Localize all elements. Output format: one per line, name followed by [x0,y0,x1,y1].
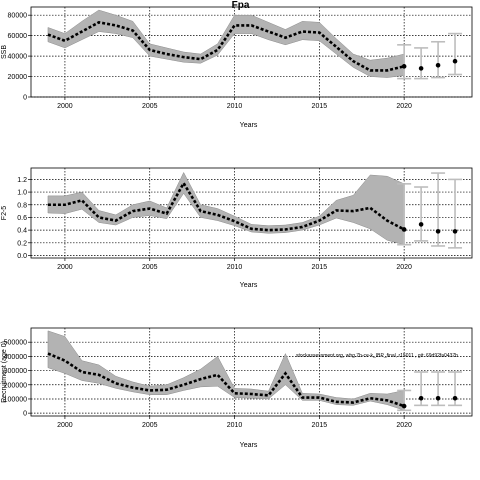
x-tick-label: 2015 [312,422,328,429]
projection-point [401,227,407,232]
x-tick-label: 2020 [396,422,412,429]
plot-frame [30,167,473,259]
projection-interval [397,44,412,80]
projection-point [452,58,458,64]
y-tick-label: 200000 [4,382,27,389]
projection-point [452,395,458,401]
projection-interval [431,371,446,407]
chart-title: Fpa [232,0,250,11]
projection-interval [414,186,429,242]
panel-1: 2000 2005 2010 2015 2020 0 20000 40000 60000 8000… [1,0,473,129]
x-tick-label: 2010 [227,264,243,271]
y-tick-label: 1.2 [17,177,27,184]
y-tick-label: 60000 [8,33,28,40]
y-tick-label: 500000 [4,340,27,347]
y-tick-label: 300000 [4,368,27,375]
y-axis-label: F2-5 [1,206,8,221]
y-tick-label: 100000 [4,396,27,403]
x-tick-label: 2000 [57,264,73,271]
projection-point [401,403,407,409]
y-tick-label: 20000 [8,74,28,81]
projection-interval [448,371,463,407]
y-axis-label: Recruitment (age 0) [1,341,8,403]
y-tick-label: 0.0 [17,253,27,260]
y-tick-label: 80000 [8,13,28,20]
plot-frame [30,327,473,417]
projection-point [401,64,407,69]
y-tick-label: 0.8 [17,202,27,209]
y-tick-label: 0.2 [17,240,27,247]
panel-3: 2000 2005 2010 2015 2020 0 100000 200000 300000 4… [1,327,473,449]
x-tick-label: 2020 [396,103,412,110]
projection-interval [397,389,412,412]
projection-interval [448,178,463,249]
x-tick-label: 2010 [227,103,243,110]
x-axis-label: Years [240,122,258,129]
projection-point [435,395,441,401]
x-tick-label: 2010 [227,422,243,429]
y-tick-label: 0.4 [17,228,27,235]
projection-interval [414,47,429,80]
projection-interval [448,32,463,76]
projection-interval [431,40,446,79]
x-tick-label: 2000 [57,103,73,110]
x-tick-label: 2005 [142,264,158,271]
projection-point [418,66,424,71]
y-tick-label: 0 [23,411,27,418]
plot-frame [30,6,473,98]
x-tick-label: 2000 [57,422,73,429]
x-axis-label: Years [240,282,258,289]
y-tick-label: 1.0 [17,190,27,197]
median-line [47,352,405,408]
projection-point [418,395,424,401]
projection-point [452,229,458,234]
projection-point [418,222,424,227]
annotation-text: stockassessment.org, whg.7b-ce-k_IBP_fin… [296,353,458,359]
y-tick-label: 40000 [8,54,28,61]
projection-interval [414,371,429,407]
x-tick-label: 2020 [396,264,412,271]
projection-point [435,62,441,68]
median-line [47,20,405,72]
y-tick-label: 400000 [4,354,27,361]
confidence-band [47,9,405,78]
panel-2: 2000 2005 2010 2015 2020 0.0 0.2 0.4 0.6 0.8 1.0 1.… [1,167,473,289]
x-tick-label: 2015 [312,264,328,271]
projection-point [435,229,441,234]
median-line [47,180,405,232]
y-tick-label: 0 [23,95,27,102]
projection-interval [397,183,412,246]
x-tick-label: 2005 [142,422,158,429]
x-axis-label: Years [240,442,258,449]
y-tick-label: 0.6 [17,215,27,222]
projection-interval [431,172,446,247]
confidence-band [47,171,405,246]
x-tick-label: 2015 [312,103,328,110]
x-tick-label: 2005 [142,103,158,110]
y-axis-label: SSB [1,45,8,59]
